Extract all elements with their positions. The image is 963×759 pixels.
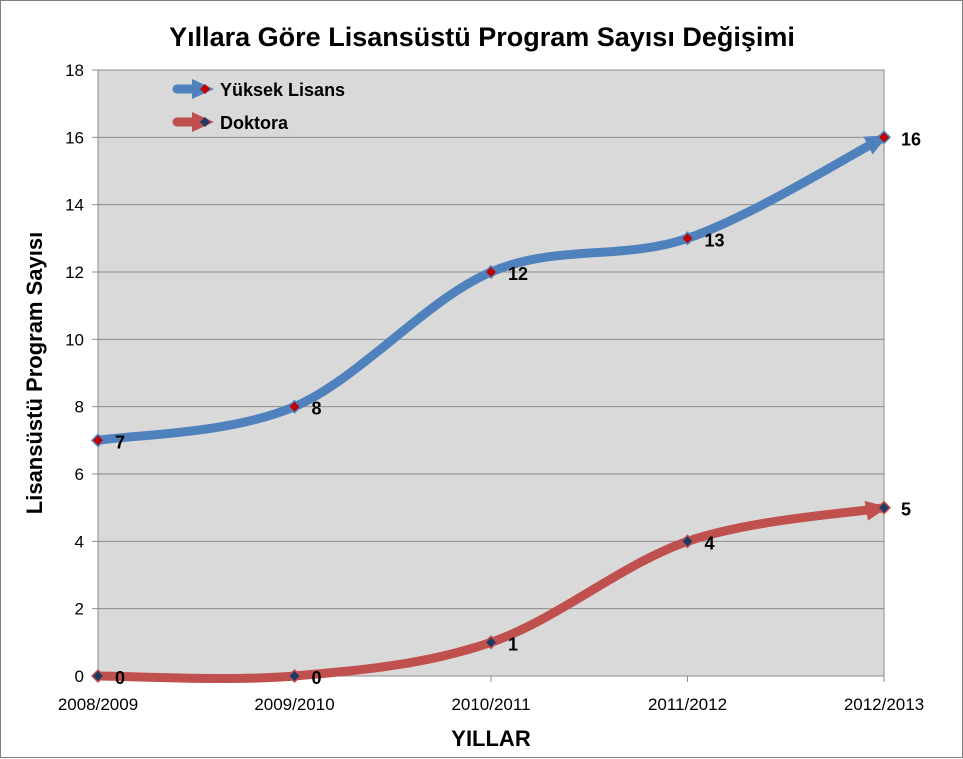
y-axis-title: Lisansüstü Program Sayısı (22, 232, 47, 514)
data-label: 13 (705, 230, 725, 250)
data-label: 16 (901, 129, 921, 149)
legend: Yüksek Lisans Doktora (172, 79, 345, 133)
data-label: 8 (312, 399, 322, 419)
data-point (680, 231, 695, 246)
series-markers (90, 130, 892, 684)
y-tick-label: 6 (75, 465, 84, 484)
x-tick-label: 2008/2009 (58, 695, 138, 714)
y-tick-label: 18 (65, 61, 84, 80)
x-axis-ticks: 2008/2009 2009/2010 2010/2011 2011/2012 2012… (58, 676, 924, 714)
data-labels: 7 8 12 13 16 0 0 1 4 5 (115, 129, 921, 688)
data-point (876, 500, 892, 515)
data-point (287, 668, 302, 684)
data-label: 5 (901, 500, 911, 520)
data-point (90, 668, 106, 684)
y-tick-label: 2 (75, 600, 84, 619)
data-label: 1 (508, 634, 518, 654)
x-tick-label: 2011/2012 (648, 695, 727, 714)
legend-label-1: Doktora (220, 113, 289, 133)
plot-area (97, 69, 885, 677)
data-point (876, 130, 892, 145)
data-point (680, 534, 695, 549)
y-tick-label: 8 (75, 398, 84, 417)
y-tick-label: 12 (65, 263, 84, 282)
legend-label-0: Yüksek Lisans (220, 80, 345, 100)
data-label: 4 (705, 533, 715, 553)
y-tick-label: 10 (65, 330, 84, 349)
data-point (287, 399, 302, 414)
data-label: 12 (508, 264, 528, 284)
legend-marker (200, 117, 210, 127)
data-label: 0 (312, 668, 322, 688)
y-axis-ticks: 0 2 4 6 8 10 12 14 16 18 (65, 61, 98, 686)
data-point (483, 264, 499, 280)
legend-marker (200, 84, 210, 94)
y-tick-label: 0 (75, 667, 84, 686)
data-point (483, 635, 499, 650)
data-point (90, 433, 106, 448)
data-label: 7 (115, 432, 125, 452)
y-tick-label: 14 (65, 196, 84, 215)
data-label: 0 (115, 668, 125, 688)
x-axis-title: YILLAR (451, 726, 531, 751)
y-tick-label: 16 (65, 128, 84, 147)
y-tick-label: 4 (75, 532, 84, 551)
chart-title: Yıllara Göre Lisansüstü Program Sayısı D… (169, 22, 795, 52)
x-tick-label: 2010/2011 (451, 695, 530, 714)
x-tick-label: 2012/2013 (844, 695, 924, 714)
x-tick-label: 2009/2010 (254, 695, 334, 714)
